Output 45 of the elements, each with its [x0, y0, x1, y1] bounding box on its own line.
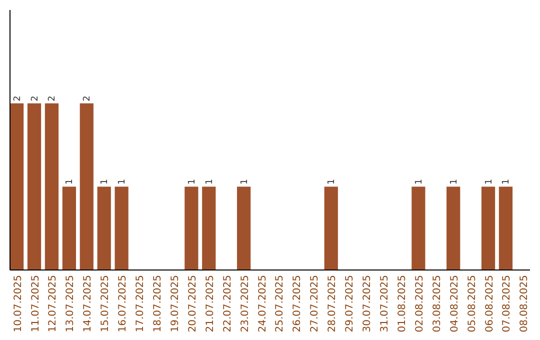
data-label: 1: [449, 178, 460, 185]
x-tick-label: 07.08.2025: [502, 275, 513, 332]
x-tick-label: 06.08.2025: [484, 275, 496, 332]
x-tick-label: 03.08.2025: [432, 275, 443, 332]
data-label: 1: [204, 178, 215, 185]
x-tick-label: 24.07.2025: [257, 275, 268, 332]
x-tick-label: 26.07.2025: [292, 275, 304, 332]
data-label: 1: [65, 178, 76, 185]
x-tick-label: 19.07.2025: [170, 275, 181, 332]
x-tick-label: 04.08.2025: [449, 275, 460, 332]
x-tick-label: 13.07.2025: [65, 275, 76, 332]
x-tick-label: 08.08.2025: [519, 275, 530, 332]
data-label: 2: [30, 96, 40, 102]
x-tick-label: 22.07.2025: [222, 275, 234, 332]
x-tick-label: 18.07.2025: [152, 275, 164, 332]
data-label: 1: [414, 178, 424, 185]
x-tick-label: 11.07.2025: [30, 275, 42, 332]
data-label: 1: [484, 178, 494, 185]
x-tick-label: 21.07.2025: [204, 275, 216, 332]
x-tick-label: 17.07.2025: [135, 275, 146, 332]
data-label: 1: [187, 178, 198, 185]
x-tick-label: 28.07.2025: [327, 275, 338, 332]
x-tick-label: 23.07.2025: [240, 275, 251, 332]
data-label: 2: [82, 96, 93, 102]
x-tick-label: 27.07.2025: [310, 275, 321, 332]
data-label: 1: [240, 178, 250, 185]
data-label: 1: [502, 178, 512, 185]
x-tick-label: 01.08.2025: [396, 275, 408, 332]
x-tick-label: 10.07.2025: [12, 275, 24, 332]
data-label: 2: [12, 96, 23, 102]
data-label: 1: [327, 178, 338, 185]
x-tick-label: 20.07.2025: [187, 275, 198, 332]
x-tick-label: 12.07.2025: [48, 275, 59, 332]
data-label: 2: [48, 96, 58, 102]
x-tick-label: 30.07.2025: [362, 275, 374, 332]
x-tick-label: 31.07.2025: [380, 275, 390, 332]
x-tick-label: 25.07.2025: [274, 275, 286, 332]
x-tick-label: 15.07.2025: [100, 275, 112, 332]
data-label: 1: [118, 178, 128, 185]
x-tick-label: 02.08.2025: [414, 275, 426, 332]
x-tick-label: 14.07.2025: [82, 275, 94, 332]
x-tick-label: 16.07.2025: [118, 275, 129, 332]
x-tick-label: 29.07.2025: [344, 275, 356, 332]
x-tick-label: 05.08.2025: [466, 275, 478, 332]
data-label: 1: [100, 178, 110, 185]
